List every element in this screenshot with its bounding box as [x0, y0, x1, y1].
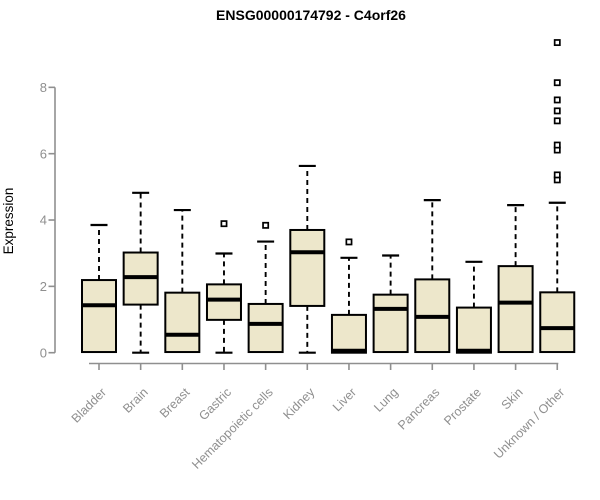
box-group-kidney: [289, 164, 326, 354]
box-group-liver: [330, 238, 367, 354]
y-axis-title: Expression: [1, 188, 16, 255]
outlier-point: [345, 238, 353, 246]
outlier-point: [553, 96, 561, 104]
x-tick-label-prostate: Prostate: [441, 385, 484, 428]
x-tick-label-skin: Skin: [499, 385, 526, 412]
iqr-box: [164, 291, 201, 354]
box-group-unknown-other: [539, 39, 576, 354]
x-tick-label-pancreas: Pancreas: [395, 385, 442, 432]
outlier-point: [262, 221, 270, 229]
outlier-point: [553, 171, 561, 179]
iqr-box: [81, 279, 117, 354]
box-group-hematopoietic-cells: [247, 221, 284, 354]
outlier-point: [553, 79, 561, 87]
outlier-point: [553, 107, 561, 115]
chart-title: ENSG00000174792 - C4orf26: [216, 7, 406, 23]
iqr-box: [330, 313, 367, 354]
outlier-point: [553, 117, 561, 125]
outlier-point: [553, 141, 561, 149]
box-group-bladder: [81, 223, 117, 354]
y-tick-label: 6: [40, 146, 47, 161]
x-tick-label-hematopoietic-cells: Hematopoietic cells: [189, 385, 276, 472]
y-axis: 0 2 4 6 8: [40, 80, 56, 360]
box-group-lung: [372, 254, 409, 354]
x-tick-label-unknown-other: Unknown / Other: [491, 385, 567, 461]
iqr-box: [539, 291, 576, 354]
box-group-brain: [122, 191, 159, 354]
iqr-box: [455, 306, 492, 354]
y-tick-label: 0: [40, 345, 47, 360]
x-tick-label-kidney: Kidney: [280, 385, 317, 422]
x-tick-label-gastric: Gastric: [196, 385, 234, 423]
x-tick-label-breast: Breast: [157, 385, 193, 421]
y-tick-label: 2: [40, 279, 47, 294]
box-group-prostate: [455, 260, 492, 354]
outlier-point: [220, 220, 228, 228]
iqr-box: [497, 265, 534, 354]
x-tick-label-brain: Brain: [120, 385, 151, 416]
iqr-box: [247, 302, 284, 354]
iqr-box: [372, 293, 409, 354]
y-tick-label: 8: [40, 80, 47, 95]
box-group-gastric: [205, 220, 242, 354]
box-group-pancreas: [414, 199, 451, 354]
x-tick-label-bladder: Bladder: [69, 385, 109, 425]
y-tick-label: 4: [40, 213, 47, 228]
x-tick-label-liver: Liver: [330, 385, 359, 414]
box-group-skin: [497, 203, 534, 354]
x-tick-label-lung: Lung: [371, 385, 401, 415]
iqr-box: [205, 283, 242, 321]
outlier-point: [553, 39, 561, 47]
iqr-box: [289, 228, 326, 307]
box-group-breast: [164, 208, 201, 354]
plot-area: 0 2 4 6 8 Bladder Brain Breast GastricHematopoie…: [40, 39, 576, 472]
